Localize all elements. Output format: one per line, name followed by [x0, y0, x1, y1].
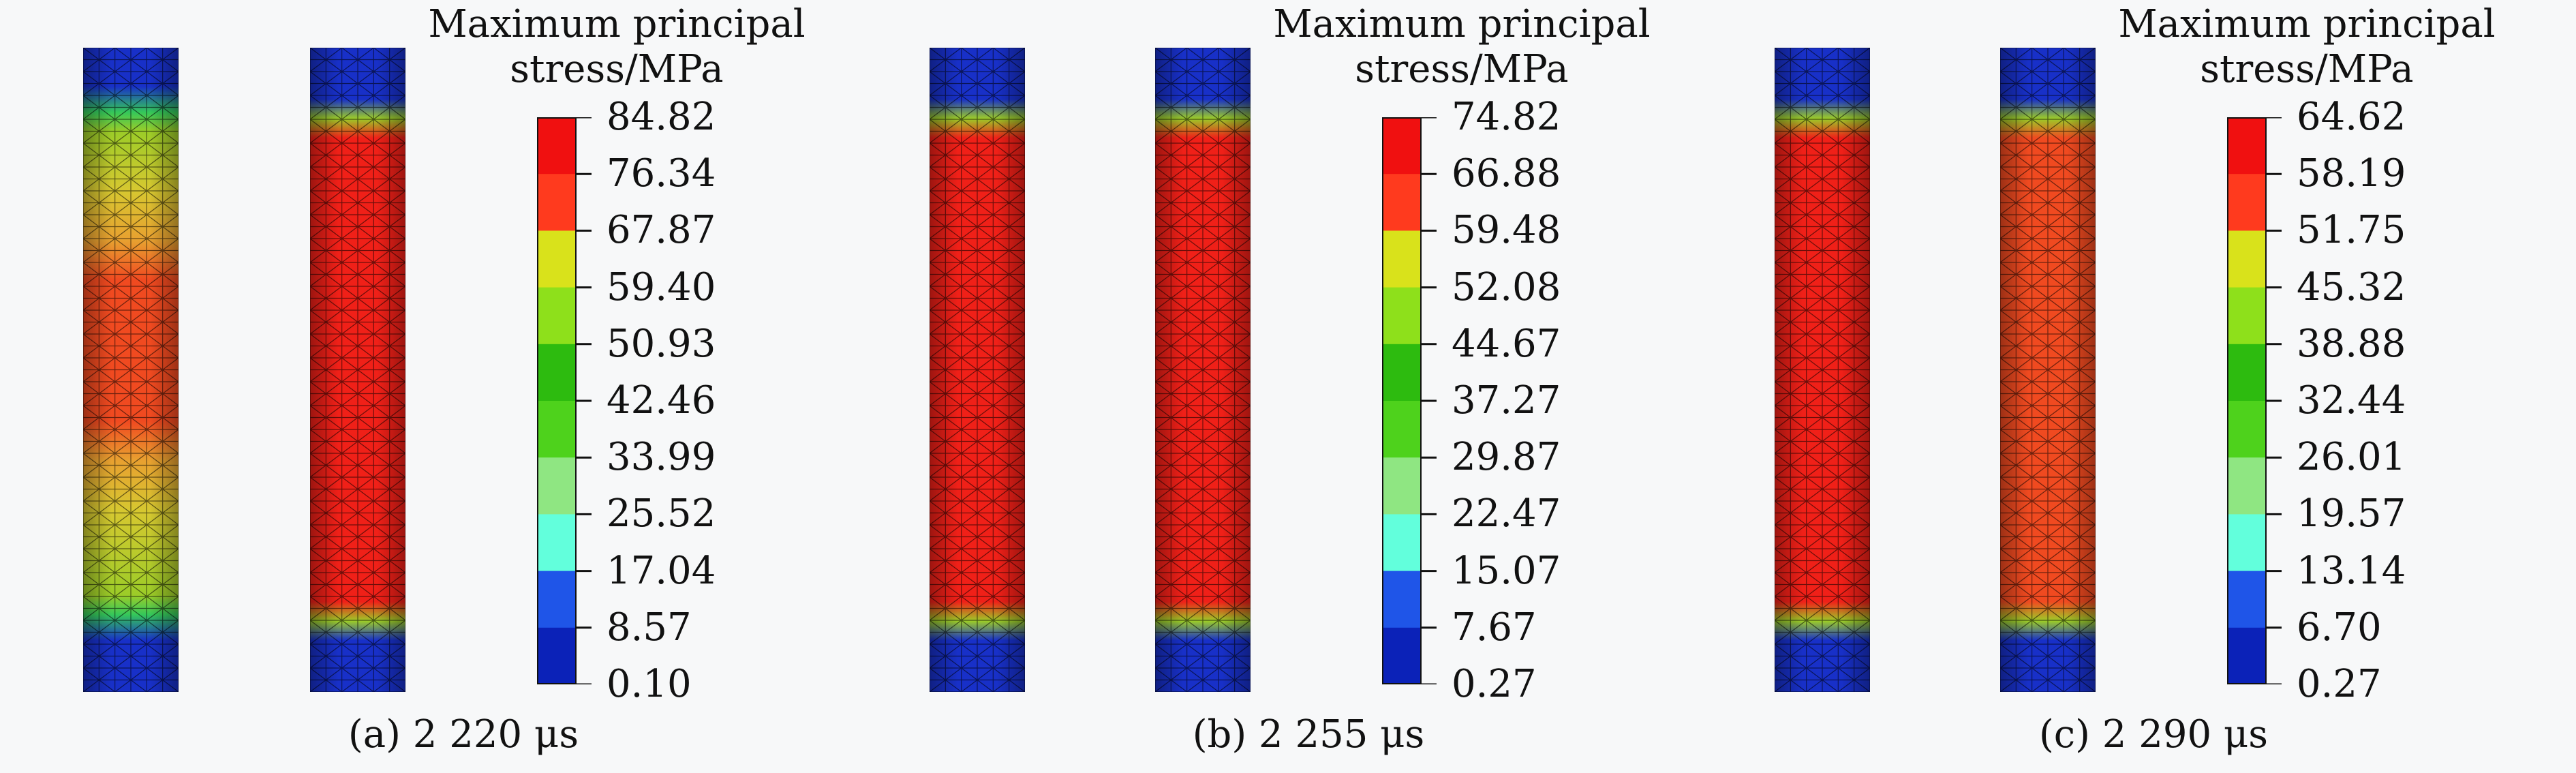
rod-inner	[310, 48, 405, 692]
colorbar	[1382, 117, 1437, 684]
colorbar-band	[2227, 627, 2267, 684]
colorbar-title-line1: Maximum principal	[2118, 2, 2496, 46]
colorbar-title-line2: stress/MPa	[2200, 47, 2414, 91]
colorbar-band	[537, 117, 577, 175]
rod-outer	[930, 48, 1025, 692]
colorbar-band	[1382, 401, 1422, 458]
colorbar-tick-label: 59.48	[1452, 208, 1561, 253]
colorbar-tick-label: 8.57	[607, 605, 692, 650]
colorbar-tick-label: 0.27	[2297, 662, 2382, 706]
colorbar-tick-label: 7.67	[1452, 605, 1537, 650]
colorbar-tick-label: 76.34	[607, 151, 716, 196]
rod-shading	[1155, 48, 1251, 692]
colorbar-tick-label: 15.07	[1452, 548, 1561, 593]
colorbar-band	[537, 514, 577, 572]
colorbar-title-line1: Maximum principal	[1273, 2, 1651, 46]
panel-a: Maximum principal stress/MPa (a) 2 220 μ…	[0, 0, 845, 773]
colorbar-tick-label: 19.57	[2297, 491, 2406, 536]
colorbar-band	[1382, 117, 1422, 175]
rod-shading	[83, 48, 179, 692]
colorbar-band	[1382, 344, 1422, 401]
rod-outer	[83, 48, 179, 692]
colorbar-band	[1382, 571, 1422, 628]
colorbar-tick-label: 0.10	[607, 662, 692, 706]
colorbar-band	[537, 344, 577, 401]
colorbar-tick-label: 45.32	[2297, 264, 2406, 309]
colorbar-tick-label: 59.40	[607, 264, 716, 309]
colorbar-tick-label: 38.88	[2297, 321, 2406, 366]
colorbar-band	[2227, 174, 2267, 231]
panel-c: Maximum principal stress/MPa (c) 2 290 μ…	[1690, 0, 2535, 773]
rod-inner	[2000, 48, 2096, 692]
colorbar	[2227, 117, 2282, 684]
rod-shading	[2000, 48, 2096, 692]
colorbar-band	[2227, 117, 2267, 175]
panel-b: Maximum principal stress/MPa (b) 2 255 μ…	[845, 0, 1690, 773]
colorbar-tick-label: 42.46	[607, 378, 716, 423]
colorbar-tick-label: 37.27	[1452, 378, 1561, 423]
colorbar-tick-label: 66.88	[1452, 151, 1561, 196]
colorbar-title-line2: stress/MPa	[1355, 47, 1569, 91]
panel-caption: (a) 2 220 μs	[348, 712, 579, 757]
colorbar-tick-label: 74.82	[1452, 95, 1561, 139]
panel-caption: (c) 2 290 μs	[2038, 712, 2269, 757]
colorbar-tick-label: 17.04	[607, 548, 716, 593]
colorbar-band	[2227, 571, 2267, 628]
colorbar-band	[537, 457, 577, 515]
colorbar-tick-label: 51.75	[2297, 208, 2406, 253]
colorbar-band	[1382, 230, 1422, 288]
colorbar-tick-label: 52.08	[1452, 264, 1561, 309]
colorbar-band	[1382, 457, 1422, 515]
colorbar-band	[2227, 457, 2267, 515]
colorbar-title-line1: Maximum principal	[428, 2, 806, 46]
colorbar-band	[537, 627, 577, 684]
colorbar-tick-label: 33.99	[607, 435, 716, 480]
rod-shading	[310, 48, 405, 692]
colorbar-tick-label: 13.14	[2297, 548, 2406, 593]
colorbar-band	[2227, 514, 2267, 572]
colorbar-band	[1382, 514, 1422, 572]
colorbar-band	[537, 230, 577, 288]
colorbar-tick-label: 25.52	[607, 491, 716, 536]
colorbar-tick-label: 29.87	[1452, 435, 1561, 480]
colorbar-band	[537, 571, 577, 628]
panel-caption: (b) 2 255 μs	[1192, 712, 1425, 757]
rod-outer	[1775, 48, 1870, 692]
colorbar-band	[2227, 344, 2267, 401]
colorbar-tick-label: 22.47	[1452, 491, 1561, 536]
rod-shading	[1775, 48, 1870, 692]
colorbar-tick-label: 64.62	[2297, 95, 2406, 139]
colorbar-tick-label: 26.01	[2297, 435, 2406, 480]
colorbar-tick-label: 0.27	[1452, 662, 1537, 706]
rod-inner	[1155, 48, 1251, 692]
colorbar-band	[537, 174, 577, 231]
colorbar-band	[2227, 401, 2267, 458]
colorbar-tick-label: 44.67	[1452, 321, 1561, 366]
colorbar-title-line2: stress/MPa	[510, 47, 724, 91]
colorbar-band	[1382, 287, 1422, 345]
colorbar-tick-label: 50.93	[607, 321, 716, 366]
colorbar-band	[537, 401, 577, 458]
colorbar-tick-label: 32.44	[2297, 378, 2406, 423]
colorbar-band	[2227, 230, 2267, 288]
colorbar-tick-label: 67.87	[607, 208, 716, 253]
colorbar-tick-label: 84.82	[607, 95, 716, 139]
colorbar-band	[1382, 174, 1422, 231]
colorbar-band	[2227, 287, 2267, 345]
colorbar-tick-label: 6.70	[2297, 605, 2382, 650]
colorbar-tick-label: 58.19	[2297, 151, 2406, 196]
colorbar-band	[1382, 627, 1422, 684]
colorbar-band	[537, 287, 577, 345]
rod-shading	[930, 48, 1025, 692]
colorbar	[537, 117, 592, 684]
